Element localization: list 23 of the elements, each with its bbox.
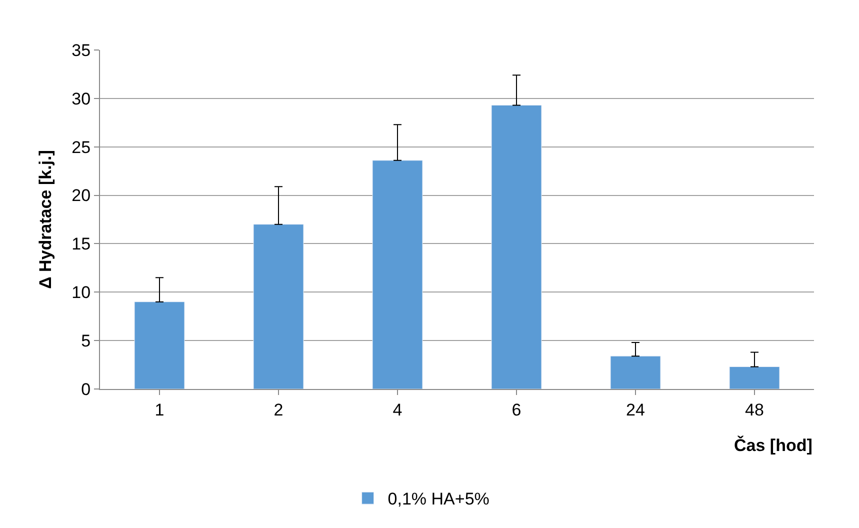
y-tick-label: 20 (72, 186, 91, 206)
bar (610, 356, 661, 389)
bar (134, 302, 185, 389)
y-tick-label: 35 (72, 40, 91, 60)
x-tick-label: 2 (274, 400, 284, 420)
x-tick-label: 24 (626, 400, 645, 420)
x-axis-title: Čas [hod] (734, 435, 812, 455)
bar (491, 104, 542, 389)
bar (253, 224, 304, 389)
y-tick-label: 15 (72, 234, 91, 254)
y-tick-label: 10 (72, 283, 91, 302)
x-tick-label: 48 (745, 400, 764, 420)
y-tick-label: 25 (72, 138, 91, 157)
bar (729, 366, 780, 389)
y-tick-label: 30 (72, 89, 91, 108)
legend-label: 0,1% HA+5% (388, 490, 490, 509)
x-tick-label: 1 (154, 400, 164, 420)
x-tick-label: 6 (512, 400, 522, 420)
x-tick-label: 4 (392, 400, 402, 420)
bar (372, 160, 423, 389)
y-tick-label: 5 (81, 332, 91, 351)
y-tick-label: 0 (81, 380, 91, 399)
y-axis-title: Δ Hydratace [k.j.] (36, 150, 56, 289)
